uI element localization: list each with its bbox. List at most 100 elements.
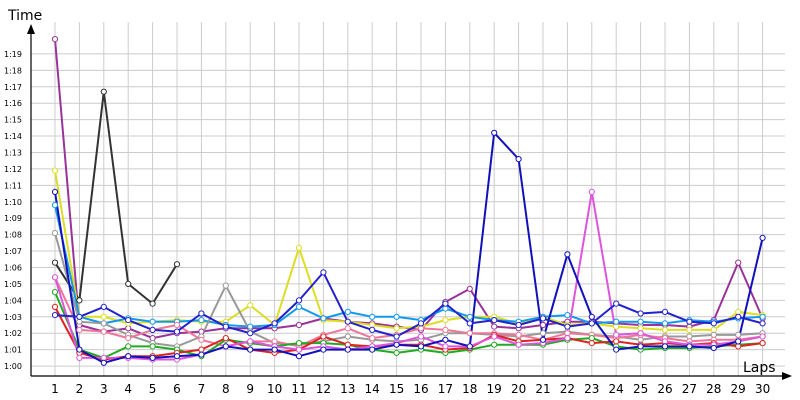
data-point [588,188,595,195]
x-tick-label: 26 [657,382,672,396]
x-tick-label: 16 [413,382,428,396]
data-point [393,341,400,348]
data-point [686,326,693,333]
data-point [247,346,254,353]
data-point [247,323,254,330]
x-tick-label: 25 [633,382,648,396]
series-line-9 [54,190,763,361]
data-point [466,330,473,337]
data-point [710,344,717,352]
data-point [149,318,156,325]
x-tick-label: 21 [535,382,550,396]
data-point [613,338,620,345]
data-point [295,321,303,329]
data-point [100,320,107,327]
data-point [515,321,522,329]
data-point [51,312,59,319]
data-point [173,261,181,268]
y-tick-label: 1:17 [4,83,22,92]
y-tick-label: 1:06 [4,263,22,272]
data-point [369,313,376,320]
x-tick-label: 29 [731,382,746,396]
data-point [149,326,156,333]
data-point [344,333,351,340]
data-point [710,320,717,327]
y-axis-title: Time [7,8,42,24]
data-point [173,353,181,360]
data-point [539,321,547,329]
data-point [539,315,547,322]
x-tick-label: 10 [267,382,282,396]
data-point [466,313,473,320]
data-point [271,346,278,353]
y-tick-label: 1:13 [4,148,22,157]
data-point [125,317,132,324]
data-point [442,305,449,312]
data-point [588,320,595,327]
data-point [51,36,59,43]
data-point [76,346,83,353]
y-axis-arrow [27,24,35,34]
data-point [51,259,59,266]
data-point [466,343,473,350]
data-point [613,346,620,353]
y-tick-label: 1:15 [4,116,22,125]
data-point [222,335,229,342]
data-point [125,335,132,342]
x-tick-label: 8 [222,382,230,396]
data-point [637,310,644,317]
data-point [320,269,327,276]
data-point [369,335,376,342]
data-point [539,330,547,337]
data-point [686,318,693,325]
y-tick-label: 1:12 [4,165,22,174]
data-point [344,318,351,325]
data-point [735,313,742,320]
x-tick-label: 19 [487,382,502,396]
data-point [247,302,254,309]
data-point [564,323,571,330]
data-point [661,338,669,345]
data-point [222,343,229,350]
data-point [320,346,327,353]
data-point [344,308,351,315]
data-point [613,300,620,307]
data-point [125,353,132,360]
data-point [51,274,59,281]
x-tick-label: 17 [438,382,453,396]
data-point [661,320,669,327]
y-tick-label: 1:05 [4,280,22,289]
x-tick-label: 9 [246,382,254,396]
data-point [125,280,132,287]
data-point [320,315,327,322]
y-tick-label: 1:01 [4,346,22,355]
data-point [491,323,498,330]
data-point [442,336,449,343]
data-point [735,338,742,345]
x-tick-label: 12 [316,382,331,396]
data-point [735,259,742,266]
data-point [295,340,303,347]
data-point [759,340,766,347]
data-point [588,313,595,320]
x-tick-label: 1 [51,382,59,396]
y-tick-label: 1:03 [4,313,22,322]
y-tick-label: 1:08 [4,231,22,240]
data-point [466,320,473,327]
data-point [539,336,547,343]
data-point [637,318,644,325]
data-point [442,343,449,350]
data-point [369,326,376,333]
data-point [100,328,107,335]
data-point [100,313,107,320]
data-point [222,282,229,289]
data-point [198,351,205,358]
data-point [515,156,522,163]
data-point [149,335,156,342]
data-point [442,317,449,324]
x-tick-label: 20 [511,382,526,396]
y-tick-label: 1:07 [4,247,22,256]
data-point [100,303,107,310]
data-point [661,343,669,350]
data-point [735,343,742,350]
